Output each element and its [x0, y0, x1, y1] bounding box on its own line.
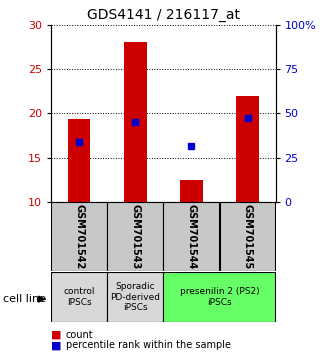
Bar: [163, 272, 276, 322]
Bar: [107, 202, 163, 271]
Text: ■: ■: [51, 330, 62, 339]
Text: count: count: [66, 330, 94, 339]
Text: GSM701544: GSM701544: [186, 204, 196, 269]
Bar: [107, 272, 163, 322]
Bar: [180, 179, 203, 202]
Bar: [163, 202, 219, 271]
Text: GSM701545: GSM701545: [243, 204, 252, 269]
Text: percentile rank within the sample: percentile rank within the sample: [66, 340, 231, 350]
Bar: [219, 202, 276, 271]
Bar: [51, 202, 107, 271]
Bar: [68, 119, 90, 202]
Text: presenilin 2 (PS2)
iPSCs: presenilin 2 (PS2) iPSCs: [180, 287, 259, 307]
Text: GSM701542: GSM701542: [74, 204, 84, 269]
Text: cell line: cell line: [3, 294, 46, 304]
Text: ■: ■: [51, 340, 62, 350]
Title: GDS4141 / 216117_at: GDS4141 / 216117_at: [87, 8, 240, 22]
Bar: [236, 96, 259, 202]
Text: control
IPSCs: control IPSCs: [63, 287, 95, 307]
Text: GSM701543: GSM701543: [130, 204, 140, 269]
Text: Sporadic
PD-derived
iPSCs: Sporadic PD-derived iPSCs: [110, 282, 160, 312]
Bar: [51, 272, 107, 322]
Bar: [124, 42, 147, 202]
